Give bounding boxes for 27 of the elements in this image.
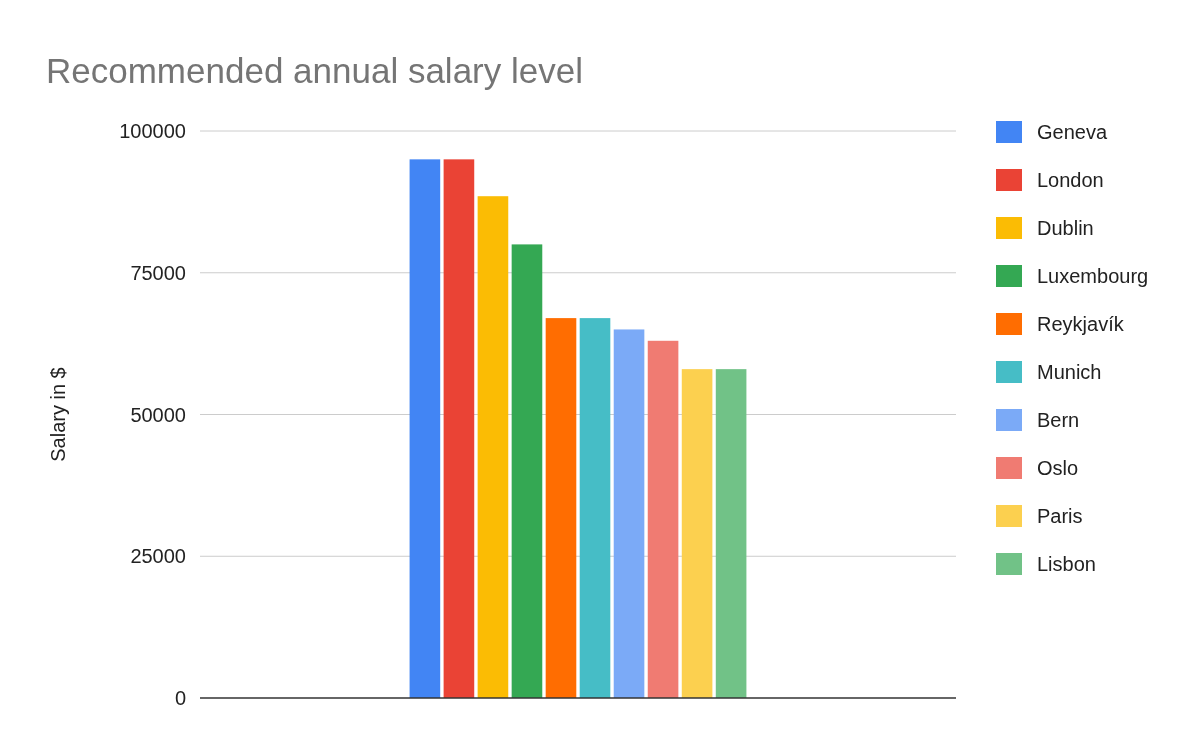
y-tick-label: 25000 [130, 545, 186, 568]
y-axis-title: Salary in $ [47, 367, 69, 462]
bar [681, 369, 713, 698]
bar [443, 159, 475, 698]
legend-label: Oslo [1037, 457, 1079, 479]
legend-label: Reykjavík [1037, 313, 1125, 335]
bar [545, 318, 577, 698]
bar [409, 159, 441, 698]
bar [511, 244, 543, 698]
bar [477, 196, 509, 698]
legend-label: Luxembourg [1037, 265, 1149, 287]
legend-label: Lisbon [1037, 553, 1096, 575]
bar [579, 318, 611, 698]
legend-label: London [1037, 169, 1104, 191]
bar [613, 329, 645, 698]
legend-label: Paris [1037, 505, 1083, 527]
legend-label: Munich [1037, 361, 1102, 383]
legend-label: Dublin [1037, 217, 1094, 239]
y-tick-label: 50000 [130, 403, 186, 426]
legend-label: Bern [1037, 409, 1080, 431]
bar [715, 369, 747, 698]
legend-label: Geneva [1037, 121, 1108, 143]
y-tick-label: 75000 [130, 261, 186, 284]
y-tick-label: 0 [174, 687, 186, 709]
chart-title: Recommended annual salary level [46, 51, 583, 90]
bar [647, 340, 679, 698]
y-tick-label: 100000 [119, 120, 186, 142]
